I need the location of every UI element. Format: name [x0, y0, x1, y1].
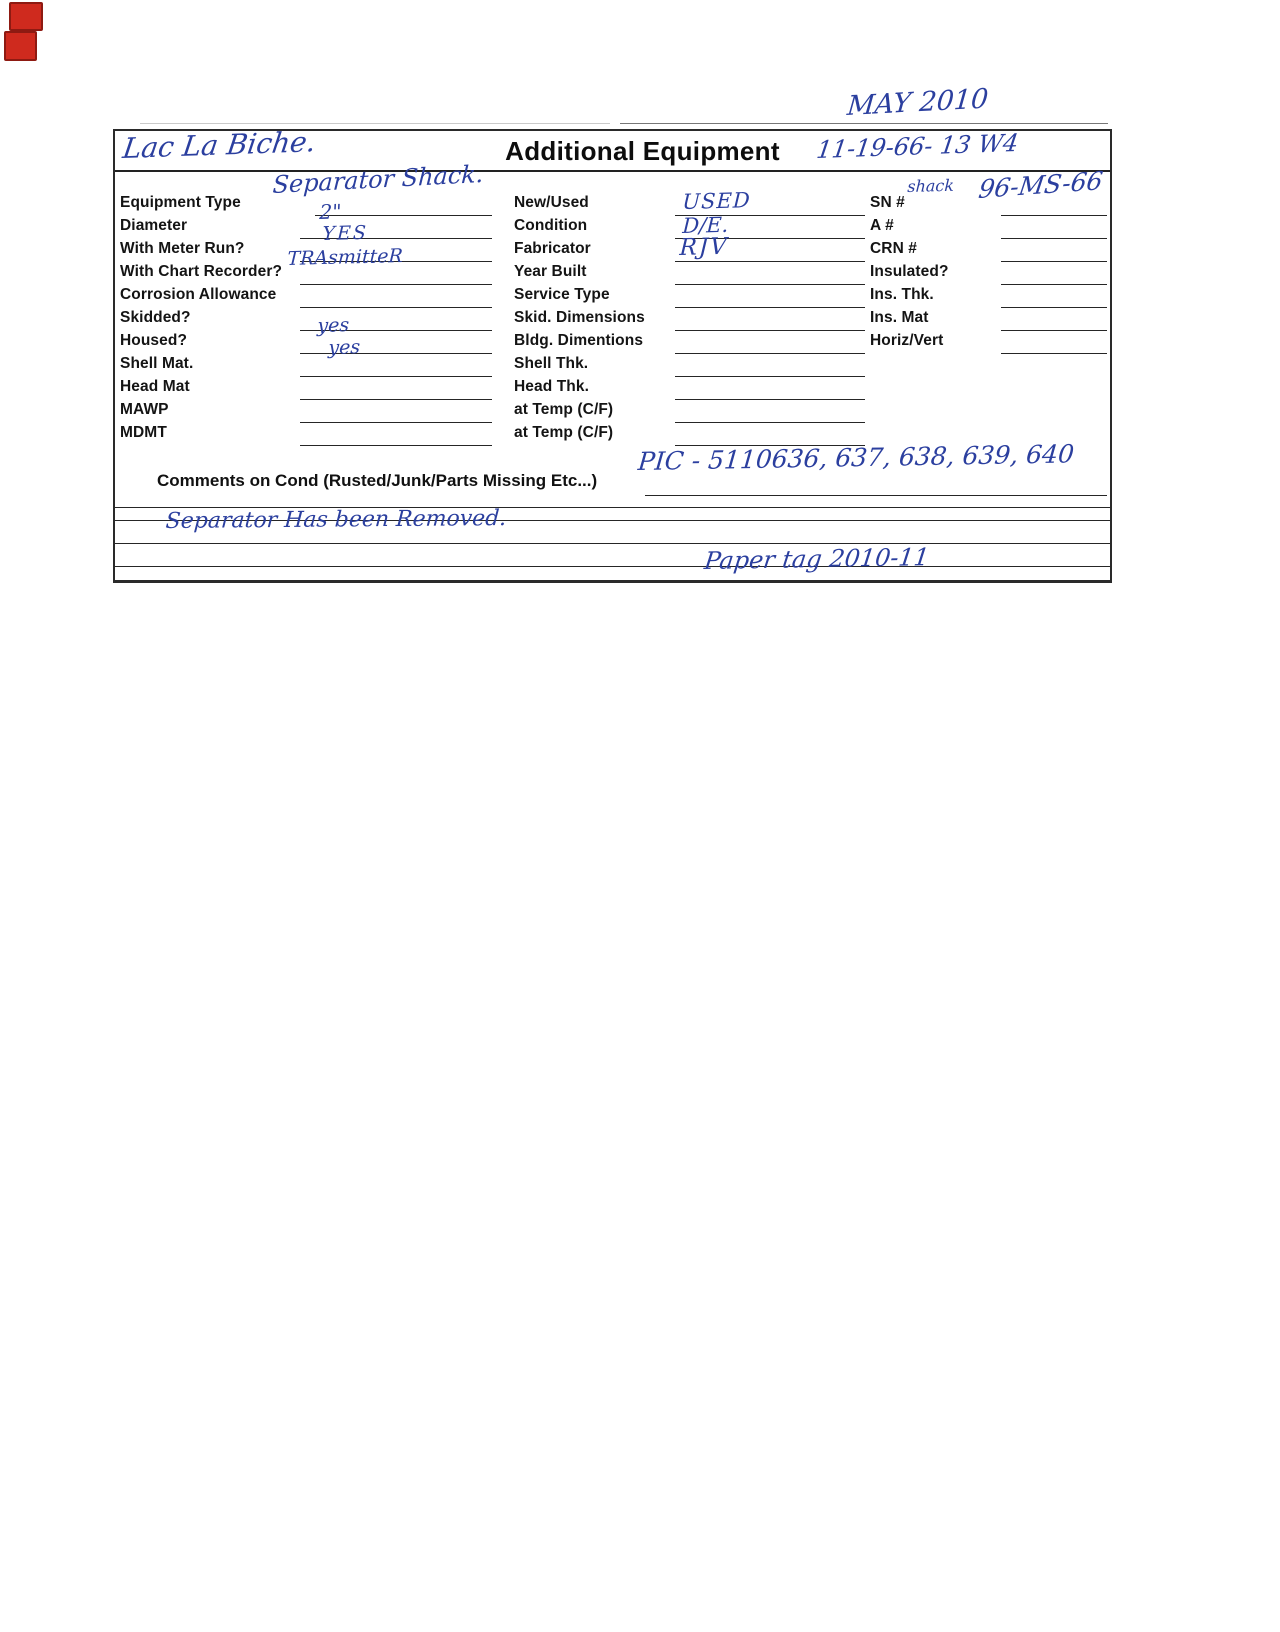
blank-line — [675, 238, 865, 239]
blank-line — [300, 307, 492, 308]
hw-housed-value: yes — [327, 336, 361, 360]
field-label-fabricator: Fabricator — [514, 240, 591, 257]
blank-line — [675, 399, 865, 400]
field-label-at-temp-1: at Temp (C/F) — [514, 401, 614, 418]
hw-meter-run-value: YES — [321, 221, 369, 246]
field-label-with-chart-recorder: With Chart Recorder? — [120, 263, 283, 280]
field-label-at-temp-2: at Temp (C/F) — [514, 424, 614, 441]
field-label-a-number: A # — [870, 217, 894, 234]
field-label-diameter: Diameter — [120, 217, 188, 234]
field-label-shell-thk: Shell Thk. — [514, 355, 589, 372]
comments-underline — [645, 495, 1107, 496]
hw-equipment-type-value: Separator Shack. — [271, 159, 485, 200]
hw-date-note: MAY 2010 — [845, 83, 990, 123]
blank-line — [1001, 215, 1107, 216]
blank-line — [1001, 330, 1107, 331]
blank-line — [300, 399, 492, 400]
blank-line — [300, 261, 492, 262]
field-label-crn: CRN # — [870, 240, 918, 257]
field-label-shell-mat: Shell Mat. — [120, 355, 194, 372]
scan-red-mark-top — [9, 2, 43, 31]
blank-line — [675, 445, 865, 446]
field-label-condition: Condition — [514, 217, 588, 234]
scan-red-mark-bottom — [4, 31, 37, 61]
field-label-ins-mat: Ins. Mat — [870, 309, 929, 326]
blank-line — [300, 330, 492, 331]
additional-equipment-form: Lac La Biche. Additional Equipment 11-19… — [113, 125, 1112, 583]
field-label-corrosion-allowance: Corrosion Allowance — [120, 286, 277, 303]
scan-artifact-line — [620, 123, 1108, 124]
field-label-equipment-type: Equipment Type — [120, 194, 241, 211]
blank-line — [1001, 307, 1107, 308]
blank-line — [1001, 284, 1107, 285]
comments-label: Comments on Cond (Rusted/Junk/Parts Miss… — [157, 471, 598, 490]
footer-rule-line — [115, 543, 1110, 544]
scan-artifact-line — [140, 123, 610, 124]
field-label-year-built: Year Built — [514, 263, 587, 280]
blank-line — [300, 284, 492, 285]
form-title: Additional Equipment — [505, 136, 780, 166]
blank-line — [1001, 238, 1107, 239]
hw-skidded-value: yes — [316, 314, 350, 338]
field-label-skidded: Skidded? — [120, 309, 191, 326]
blank-line — [300, 353, 492, 354]
footer-rule-line — [115, 566, 1110, 567]
header-separator-line — [115, 170, 1110, 172]
hw-comments-value: PIC - 5110636, 637, 638, 639, 640 — [636, 439, 1076, 477]
footer-rule-line — [115, 507, 1110, 508]
field-label-with-meter-run: With Meter Run? — [120, 240, 245, 257]
footer-rule-line — [115, 520, 1110, 521]
blank-line — [675, 261, 865, 262]
blank-line — [675, 376, 865, 377]
blank-line — [300, 445, 492, 446]
field-label-sn: SN # — [870, 194, 905, 211]
hw-diameter-value: 2" — [318, 199, 342, 225]
hw-removed-note: Separator Has been Removed. — [164, 506, 508, 535]
blank-line — [675, 215, 865, 216]
field-label-head-thk: Head Thk. — [514, 378, 589, 395]
blank-line — [315, 215, 492, 216]
field-label-head-mat: Head Mat — [120, 378, 190, 395]
blank-line — [675, 422, 865, 423]
blank-line — [300, 422, 492, 423]
field-label-housed: Housed? — [120, 332, 188, 349]
field-label-service-type: Service Type — [514, 286, 610, 303]
blank-line — [1001, 353, 1107, 354]
field-label-mawp: MAWP — [120, 401, 169, 418]
hw-sn-inline-value: shack — [906, 175, 955, 197]
blank-line — [675, 284, 865, 285]
blank-line — [300, 376, 492, 377]
hw-fabricator-value: RJV — [678, 233, 730, 262]
field-label-bldg-dimentions: Bldg. Dimentions — [514, 332, 644, 349]
blank-line — [1001, 261, 1107, 262]
field-label-mdmt: MDMT — [120, 424, 167, 441]
blank-line — [675, 307, 865, 308]
blank-line — [675, 353, 865, 354]
field-label-horiz-vert: Horiz/Vert — [870, 332, 944, 349]
field-label-insulated: Insulated? — [870, 263, 949, 280]
hw-new-used-value: USED — [681, 188, 752, 215]
blank-line — [300, 238, 492, 239]
hw-well-id: 11-19-66- 13 W4 — [814, 128, 1021, 165]
blank-line — [675, 330, 865, 331]
field-label-new-used: New/Used — [514, 194, 589, 211]
hw-chart-recorder-value: TRAsmitteR — [286, 244, 404, 271]
field-label-ins-thk: Ins. Thk. — [870, 286, 934, 303]
field-label-skid-dimensions: Skid. Dimensions — [514, 309, 645, 326]
hw-sn-value: 96-MS-66 — [976, 166, 1105, 205]
hw-paper-tag-note: Paper tag 2010-11 — [702, 543, 931, 576]
